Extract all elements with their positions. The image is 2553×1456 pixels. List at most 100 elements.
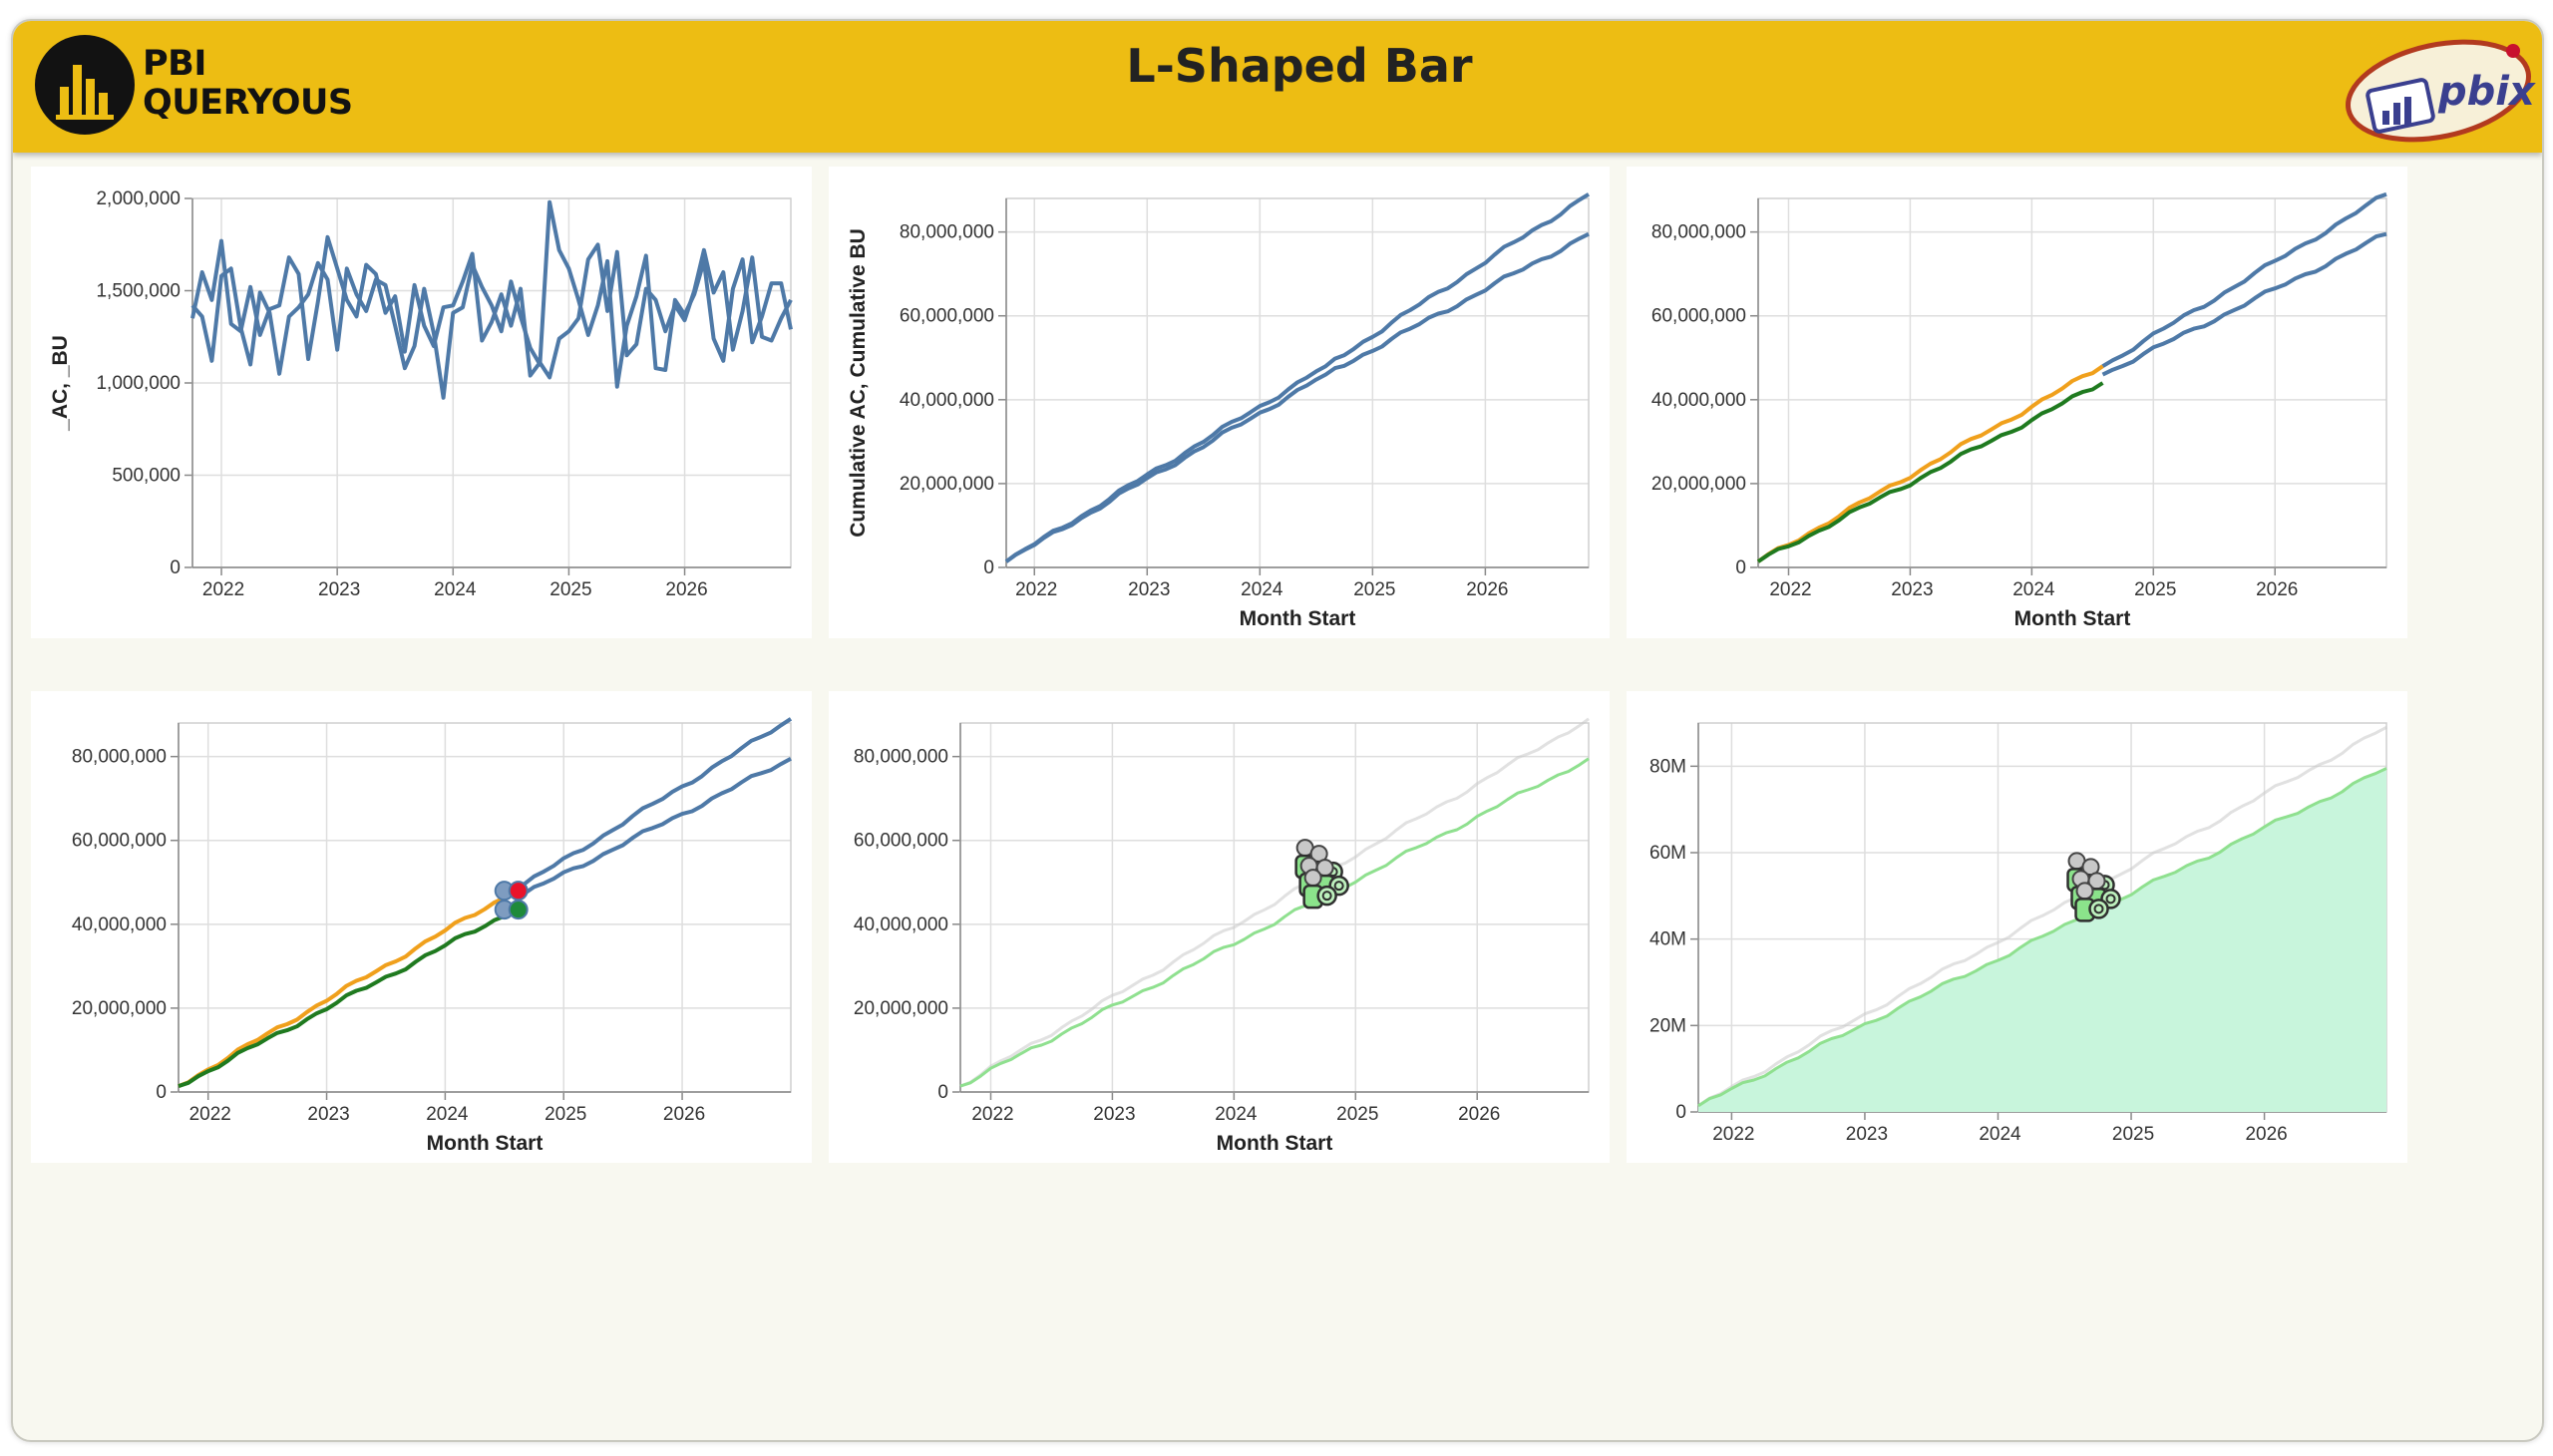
chart-svg: 2022 2023 2024 2025 2026 0 20M 40M 60M 80M	[1649, 722, 2387, 1145]
character-cluster-icon	[2066, 852, 2121, 922]
y-tick-label: 500,000	[112, 466, 181, 487]
logo-line-1: PBI	[143, 44, 206, 84]
area-fill	[1698, 768, 2386, 1112]
series-line	[1004, 231, 1590, 563]
x-tick-label: 2024	[2012, 579, 2055, 600]
x-tick-label: 2023	[307, 1104, 349, 1125]
y-tick-label: 20,000,000	[1651, 474, 1746, 495]
report-canvas: PBI QUERYOUS L-Shaped Bar pbix 2022 2023 2…	[11, 19, 2544, 1442]
plot-frame	[959, 722, 1590, 1093]
y-tick-label: 40,000,000	[900, 390, 994, 411]
chart-panel-cumulative-with-markers[interactable]: 2022 2023 2024 2025 2026 0 20,000,000 40,000,00…	[31, 691, 812, 1163]
y-tick-label: 0	[170, 557, 181, 578]
series-line	[178, 908, 516, 1088]
x-tick-label: 2026	[1458, 1104, 1500, 1125]
y-tick-label: 0	[937, 1082, 948, 1103]
y-tick-label: 20M	[1649, 1015, 1686, 1036]
y-tick-label: 60,000,000	[1651, 306, 1746, 327]
chart-panel-cumulative-actual-split[interactable]: 2022 2023 2024 2025 2026 0 20,000,000 40,000,00…	[1627, 167, 2407, 638]
y-tick-label: 80,000,000	[1651, 222, 1746, 243]
x-tick-label: 2024	[434, 579, 477, 600]
y-tick-label: 20,000,000	[854, 998, 948, 1019]
series-line	[2101, 191, 2387, 368]
x-tick-label: 2023	[1093, 1104, 1135, 1125]
x-tick-label: 2023	[318, 579, 360, 600]
series-line	[1756, 381, 2104, 563]
chart-svg: 2022 2023 2024 2025 2026 0 20,000,000 40,000,00…	[854, 717, 1590, 1155]
series-line	[2101, 231, 2387, 377]
chart-panel-cumulative[interactable]: 2022 2023 2024 2025 2026 0 20,000,000 40,000,00…	[829, 167, 1610, 638]
series-line	[1004, 192, 1591, 563]
pbix-brand-logo-icon: pbix	[2346, 39, 2536, 143]
y-tick-label: 40,000,000	[854, 914, 948, 935]
x-tick-label: 2024	[1241, 579, 1283, 600]
chart-panel-monthly-ac-bu[interactable]: 2022 2023 2024 2025 2026 0 500,000 1,000,000 1,5…	[31, 167, 812, 638]
x-tick-label: 2026	[1466, 579, 1508, 600]
y-tick-label: 1,500,000	[96, 281, 181, 302]
marker-dot	[508, 881, 529, 902]
x-axis-title: Month Start	[427, 1132, 544, 1155]
chart-svg: 2022 2023 2024 2025 2026 0 20,000,000 40,000,00…	[72, 717, 793, 1155]
x-tick-label: 2024	[426, 1104, 469, 1125]
y-tick-label: 0	[983, 557, 994, 578]
x-tick-label: 2023	[1891, 579, 1933, 600]
y-tick-label: 60,000,000	[854, 831, 948, 852]
series-line	[1697, 725, 2387, 1108]
logo-text: PBI QUERYOUS	[143, 45, 353, 123]
series-line	[959, 757, 1590, 1088]
x-tick-label: 2022	[202, 579, 244, 600]
y-tick-label: 60,000,000	[900, 306, 994, 327]
y-tick-label: 2,000,000	[96, 188, 181, 209]
y-tick-label: 80,000,000	[854, 747, 948, 768]
y-tick-label: 40,000,000	[72, 914, 167, 935]
y-axis-title: _AC, _BU	[49, 335, 72, 432]
y-tick-label: 1,000,000	[96, 373, 181, 394]
y-tick-label: 80,000,000	[72, 747, 167, 768]
pbi-queryous-logo-icon	[35, 35, 135, 135]
y-tick-label: 80,000,000	[900, 222, 994, 243]
x-tick-label: 2022	[189, 1104, 231, 1125]
x-tick-label: 2025	[2134, 579, 2176, 600]
x-tick-label: 2025	[2112, 1124, 2154, 1145]
y-tick-label: 80M	[1649, 756, 1686, 777]
x-tick-label: 2025	[1353, 579, 1395, 600]
series-line	[513, 756, 792, 902]
x-axis-title: Month Start	[2014, 607, 2131, 630]
x-axis-title: Month Start	[1217, 1132, 1333, 1155]
x-tick-label: 2022	[1712, 1124, 1754, 1145]
page-title: L-Shaped Bar	[1126, 39, 1473, 93]
x-tick-label: 2024	[1215, 1104, 1258, 1125]
x-tick-label: 2022	[971, 1104, 1013, 1125]
x-tick-label: 2022	[1015, 579, 1057, 600]
y-axis-title: Cumulative AC, Cumulative BU	[847, 228, 870, 538]
series-line	[178, 889, 516, 1088]
series-line	[513, 717, 793, 893]
series-line	[1697, 767, 2387, 1108]
series-line	[190, 234, 793, 380]
logo-line-2: QUERYOUS	[143, 83, 353, 123]
chart-panel-cumulative-area[interactable]: 2022 2023 2024 2025 2026 0 20M 40M 60M 80M	[1627, 691, 2407, 1163]
x-tick-label: 2026	[2245, 1124, 2287, 1145]
y-tick-label: 0	[1735, 557, 1746, 578]
x-tick-label: 2025	[1336, 1104, 1378, 1125]
chart-panel-cumulative-faded[interactable]: 2022 2023 2024 2025 2026 0 20,000,000 40,000,00…	[829, 691, 1610, 1163]
x-tick-label: 2022	[1769, 579, 1811, 600]
x-tick-label: 2026	[663, 1104, 705, 1125]
x-tick-label: 2026	[2256, 579, 2298, 600]
x-tick-label: 2026	[665, 579, 707, 600]
series-line	[1756, 364, 2104, 563]
y-tick-label: 60,000,000	[72, 831, 167, 852]
chart-svg: 2022 2023 2024 2025 2026 0 20,000,000 40,000,00…	[847, 192, 1591, 630]
x-tick-label: 2025	[549, 579, 591, 600]
y-tick-label: 0	[1675, 1102, 1686, 1123]
y-tick-label: 60M	[1649, 843, 1686, 864]
y-tick-label: 20,000,000	[72, 998, 167, 1019]
series-line	[959, 717, 1590, 1088]
chart-svg: 2022 2023 2024 2025 2026 0 500,000 1,000,000 1,5…	[49, 188, 793, 600]
character-cluster-icon	[1294, 839, 1349, 910]
x-tick-label: 2024	[1979, 1124, 2021, 1145]
header-banner: PBI QUERYOUS L-Shaped Bar pbix	[13, 21, 2542, 153]
x-tick-label: 2025	[545, 1104, 586, 1125]
pbix-logo-text: pbix	[2437, 69, 2536, 115]
y-tick-label: 40M	[1649, 929, 1686, 950]
